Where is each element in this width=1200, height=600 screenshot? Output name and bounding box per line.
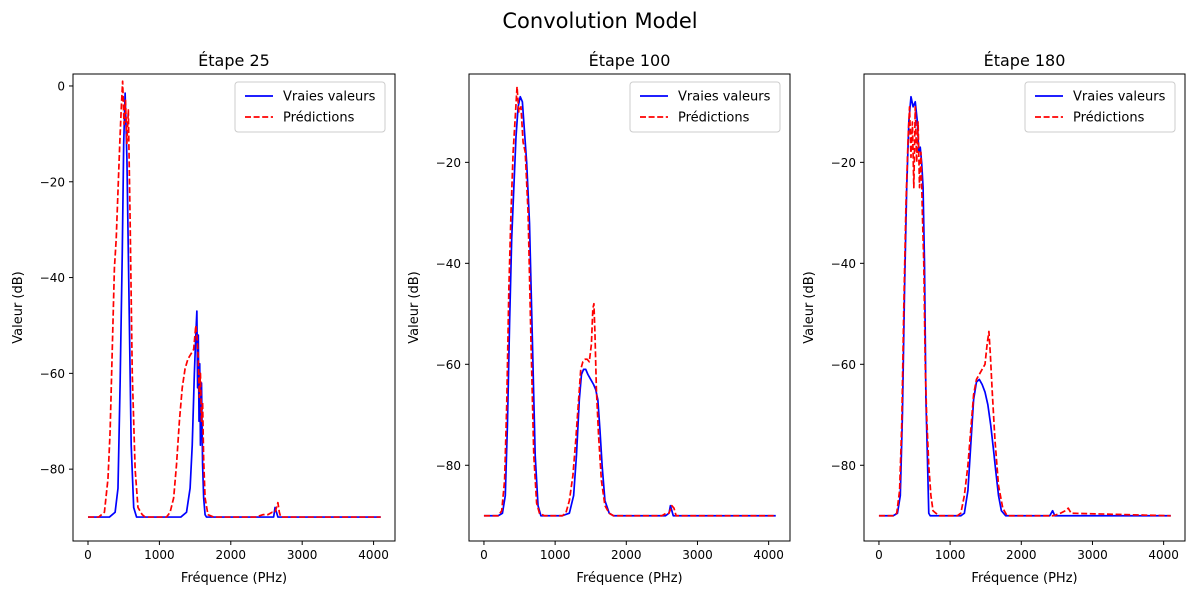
x-axis-label: Fréquence (PHz): [971, 571, 1077, 586]
legend-box: [234, 81, 386, 133]
axes-frame: [72, 73, 396, 542]
x-tick-label: 0: [875, 548, 883, 562]
y-tick-label: −60: [436, 358, 461, 372]
y-tick-label: −40: [831, 257, 856, 271]
x-tick-label: 2000: [216, 548, 247, 562]
subplot-title: Étape 180: [984, 51, 1066, 70]
y-axis-label: Valeur (dB): [407, 271, 422, 344]
series-line-predictions: [878, 105, 1171, 517]
legend: Vraies valeurs Prédictions: [629, 81, 781, 133]
y-tick-label: −60: [40, 367, 65, 381]
figure-title: Convolution Model: [502, 9, 697, 33]
y-tick-label: −40: [40, 271, 65, 285]
legend-entry: Vraies valeurs: [283, 90, 376, 105]
y-axis-label: Valeur (dB): [11, 271, 26, 344]
y-axis-label: Valeur (dB): [802, 271, 817, 344]
x-tick-label: 3000: [682, 548, 713, 562]
y-tick-label: −20: [40, 175, 65, 189]
y-tick-label: 0: [57, 79, 65, 93]
subplot-3: Étape 180 0 1000 2000 3000 4000 −20 −40 −60 −80 Fr…: [802, 51, 1186, 586]
legend-entry: Prédictions: [1073, 111, 1145, 126]
legend-entry: Vraies valeurs: [1073, 90, 1166, 105]
subplot-title: Étape 25: [198, 51, 270, 70]
y-tick-label: −20: [436, 156, 461, 170]
subplot-1: Étape 25 0 1000 2000 3000 4000 0 −20 −40 −60 −80 Fr…: [11, 51, 396, 586]
series-line-predictions: [483, 85, 776, 517]
x-tick-label: 1000: [540, 548, 571, 562]
series-line-true-values: [87, 92, 381, 518]
y-tick-label: −60: [831, 358, 856, 372]
x-tick-label: 0: [84, 548, 92, 562]
legend-entry: Prédictions: [283, 111, 355, 126]
subplot-2: Étape 100 0 1000 2000 3000 4000 −20 −40 −60 −80 Fr…: [407, 51, 791, 586]
subplots: Étape 25 0 1000 2000 3000 4000 0 −20 −40 −60 −80 Fr…: [11, 51, 1186, 586]
x-tick-label: 2000: [611, 548, 642, 562]
subplot-title: Étape 100: [589, 51, 671, 70]
x-tick-label: 4000: [1148, 548, 1179, 562]
x-axis-label: Fréquence (PHz): [181, 571, 287, 586]
x-tick-label: 4000: [358, 548, 389, 562]
legend-entry: Vraies valeurs: [678, 90, 771, 105]
x-tick-label: 2000: [1006, 548, 1037, 562]
y-tick-label: −20: [831, 156, 856, 170]
y-tick-label: −80: [436, 459, 461, 473]
x-axis-label: Fréquence (PHz): [576, 571, 682, 586]
axes-frame: [468, 73, 791, 542]
legend: Vraies valeurs Prédictions: [234, 81, 386, 133]
series-group: [483, 85, 776, 517]
series-group: [87, 80, 381, 518]
y-tick-label: −80: [40, 463, 65, 477]
legend-box: [629, 81, 781, 133]
legend-entry: Prédictions: [678, 111, 750, 126]
x-tick-label: 1000: [144, 548, 175, 562]
x-tick-label: 0: [480, 548, 488, 562]
axes-frame: [863, 73, 1186, 542]
legend-box: [1024, 81, 1176, 133]
series-group: [878, 95, 1171, 517]
series-line-predictions: [87, 80, 381, 518]
x-tick-label: 1000: [935, 548, 966, 562]
x-tick-label: 3000: [287, 548, 318, 562]
x-tick-label: 3000: [1077, 548, 1108, 562]
x-tick-label: 4000: [753, 548, 784, 562]
y-tick-label: −40: [436, 257, 461, 271]
legend: Vraies valeurs Prédictions: [1024, 81, 1176, 133]
y-tick-label: −80: [831, 459, 856, 473]
